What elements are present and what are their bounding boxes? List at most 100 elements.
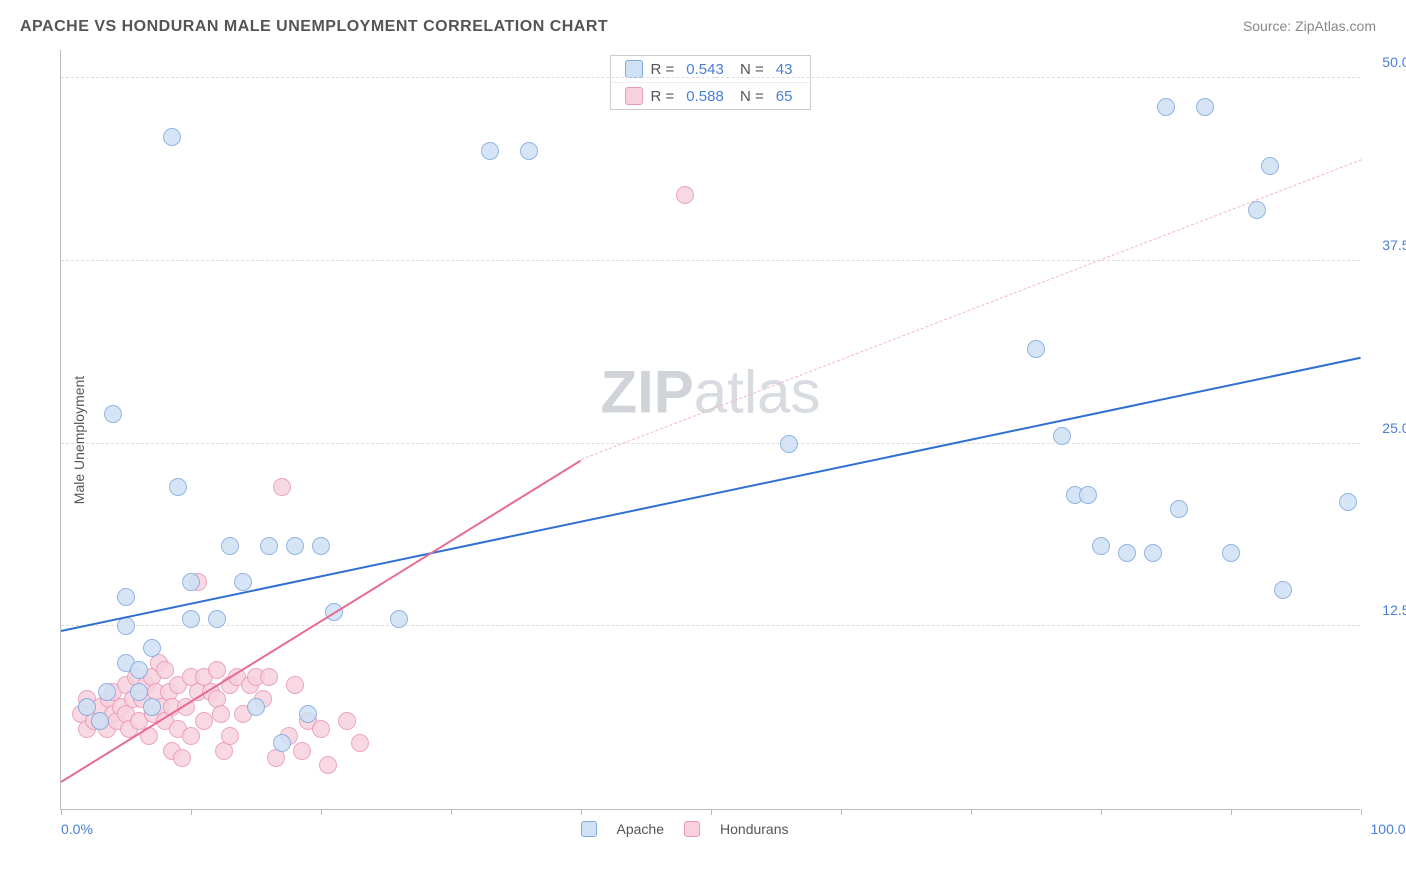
data-point xyxy=(212,705,230,723)
trend-line xyxy=(581,160,1361,461)
data-point xyxy=(319,756,337,774)
stat-r-label: R = xyxy=(651,61,675,78)
data-point xyxy=(1079,486,1097,504)
data-point xyxy=(676,186,694,204)
data-point xyxy=(182,573,200,591)
watermark: ZIPatlas xyxy=(600,357,820,426)
swatch-apache xyxy=(625,60,643,78)
x-tick xyxy=(711,809,712,815)
y-tick-label: 25.0% xyxy=(1382,420,1406,436)
data-point xyxy=(247,698,265,716)
data-point xyxy=(169,478,187,496)
stat-row-hondurans: R = 0.588 N = 65 xyxy=(611,82,811,109)
data-point xyxy=(312,720,330,738)
data-point xyxy=(104,405,122,423)
data-point xyxy=(173,749,191,767)
data-point xyxy=(182,727,200,745)
data-point xyxy=(208,610,226,628)
data-point xyxy=(1222,544,1240,562)
data-point xyxy=(273,478,291,496)
y-tick-label: 37.5% xyxy=(1382,237,1406,253)
legend-label-apache: Apache xyxy=(617,821,664,837)
trend-line xyxy=(61,357,1361,632)
data-point xyxy=(1170,500,1188,518)
x-tick xyxy=(1231,809,1232,815)
data-point xyxy=(163,128,181,146)
x-tick xyxy=(1101,809,1102,815)
chart-title: APACHE VS HONDURAN MALE UNEMPLOYMENT COR… xyxy=(20,18,608,36)
series-legend: Apache Hondurans xyxy=(581,821,789,837)
stat-n-label: N = xyxy=(736,61,764,78)
data-point xyxy=(1092,537,1110,555)
x-tick xyxy=(581,809,582,815)
data-point xyxy=(299,705,317,723)
scatter-plot: ZIPatlas R = 0.543 N = 43 R = 0.588 N = … xyxy=(60,50,1360,810)
data-point xyxy=(143,698,161,716)
data-point xyxy=(130,661,148,679)
stat-n-hondurans: 65 xyxy=(776,88,793,105)
data-point xyxy=(117,617,135,635)
data-point xyxy=(780,435,798,453)
data-point xyxy=(1027,340,1045,358)
data-point xyxy=(1118,544,1136,562)
data-point xyxy=(481,142,499,160)
data-point xyxy=(1339,493,1357,511)
data-point xyxy=(221,537,239,555)
data-point xyxy=(1144,544,1162,562)
y-tick-label: 12.5% xyxy=(1382,602,1406,618)
x-tick xyxy=(321,809,322,815)
legend-label-hondurans: Hondurans xyxy=(720,821,789,837)
stat-r-label: R = xyxy=(651,88,675,105)
data-point xyxy=(234,573,252,591)
swatch-hondurans xyxy=(625,87,643,105)
gridline xyxy=(61,625,1360,626)
gridline xyxy=(61,260,1360,261)
data-point xyxy=(260,537,278,555)
gridline xyxy=(61,443,1360,444)
x-tick xyxy=(451,809,452,815)
data-point xyxy=(195,712,213,730)
data-point xyxy=(1274,581,1292,599)
data-point xyxy=(1196,98,1214,116)
y-tick-label: 50.0% xyxy=(1382,54,1406,70)
data-point xyxy=(143,639,161,657)
stat-r-apache: 0.543 xyxy=(686,61,724,78)
data-point xyxy=(351,734,369,752)
data-point xyxy=(260,668,278,686)
data-point xyxy=(390,610,408,628)
x-tick xyxy=(61,809,62,815)
data-point xyxy=(286,537,304,555)
data-point xyxy=(293,742,311,760)
chart-container: Male Unemployment ZIPatlas R = 0.543 N =… xyxy=(50,50,1380,830)
watermark-bold: ZIP xyxy=(600,358,693,425)
gridline xyxy=(61,77,1360,78)
data-point xyxy=(312,537,330,555)
source-attribution: Source: ZipAtlas.com xyxy=(1243,18,1376,34)
data-point xyxy=(286,676,304,694)
stat-r-hondurans: 0.588 xyxy=(686,88,724,105)
data-point xyxy=(1053,427,1071,445)
data-point xyxy=(117,588,135,606)
x-tick xyxy=(1361,809,1362,815)
data-point xyxy=(182,610,200,628)
data-point xyxy=(91,712,109,730)
stat-n-apache: 43 xyxy=(776,61,793,78)
legend-swatch-apache xyxy=(581,821,597,837)
data-point xyxy=(130,683,148,701)
stats-legend: R = 0.543 N = 43 R = 0.588 N = 65 xyxy=(610,55,812,110)
data-point xyxy=(1157,98,1175,116)
data-point xyxy=(520,142,538,160)
data-point xyxy=(78,698,96,716)
data-point xyxy=(273,734,291,752)
data-point xyxy=(338,712,356,730)
x-axis-max-label: 100.0% xyxy=(1371,821,1406,837)
stat-n-label: N = xyxy=(736,88,764,105)
x-tick xyxy=(191,809,192,815)
data-point xyxy=(98,683,116,701)
x-axis-min-label: 0.0% xyxy=(61,821,93,837)
data-point xyxy=(1261,157,1279,175)
data-point xyxy=(221,727,239,745)
data-point xyxy=(156,661,174,679)
x-tick xyxy=(971,809,972,815)
legend-swatch-hondurans xyxy=(684,821,700,837)
